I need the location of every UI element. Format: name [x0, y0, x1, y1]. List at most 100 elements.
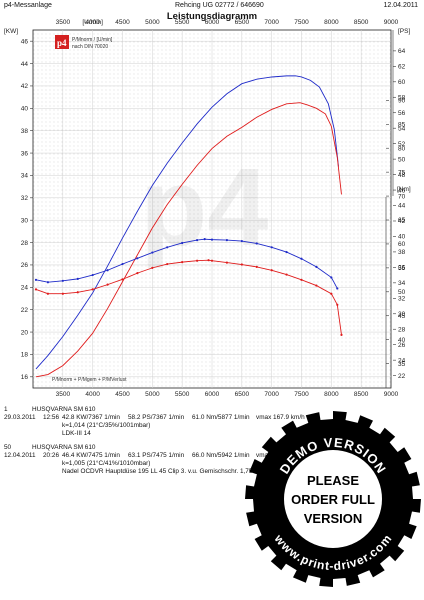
power-curve-50: [35, 102, 342, 378]
result-50-nm: 66.0 Nm/5942 1/min: [192, 452, 250, 459]
stamp-line2: ORDER FULL: [291, 492, 375, 507]
result-1: 1 HUSQVARNA SM 610 29.03.2011 12:56 42.8…: [4, 406, 305, 494]
legend-line2: nach DIN 70020: [72, 44, 108, 50]
torque-point-1: [181, 241, 184, 245]
torque-point-1: [195, 239, 199, 242]
result-1-kw: 42.8 KW/7367 1/min: [62, 414, 120, 421]
kw-tick-label: 18: [21, 352, 29, 359]
legend-logo-text: p4: [57, 38, 67, 48]
torque-point-1: [61, 279, 64, 282]
kw-tick-label: 44: [21, 61, 29, 68]
ps-tick-label: 58: [398, 94, 406, 101]
torque-point-1: [336, 287, 339, 290]
x-tick-label-bottom: 8500: [354, 391, 369, 398]
result-1-ps: 58.2 PS/7367 1/min: [128, 414, 185, 421]
torque-point-1: [315, 265, 318, 269]
result-50-id: 50: [4, 444, 12, 451]
x-tick-label-top: 8000: [324, 19, 339, 26]
x-tick-label-top: 4000: [85, 19, 100, 26]
series-layer: [34, 75, 343, 378]
torque-point-50: [255, 265, 258, 269]
legend-box: p4 P/Mnorm / [U/min] nach DIN 70020 P/Mn…: [52, 35, 127, 383]
x-tick-label-bottom: 6000: [205, 391, 220, 398]
result-1-vehicle: HUSQVARNA SM 610: [32, 406, 96, 413]
nm-tick-label: 45: [398, 313, 406, 320]
result-50-time: 20:26: [43, 452, 59, 459]
torque-point-50: [91, 288, 94, 291]
torque-point-50: [240, 263, 243, 266]
x-tick-label-bottom: 3500: [56, 391, 71, 398]
torque-point-1: [225, 239, 229, 242]
stamp-inner-ring: [284, 450, 382, 548]
torque-point-50: [330, 292, 333, 295]
kw-tick-label: 42: [21, 83, 29, 90]
x-tick-label-bottom: 7000: [264, 391, 279, 398]
ps-tick-label: 22: [398, 373, 406, 380]
ps-tick-label: 34: [398, 280, 406, 287]
x-tick-label-top: 9000: [384, 19, 399, 26]
result-50-k: k=1,005 (21°C/41%/1010mbar): [62, 460, 151, 467]
torque-point-50: [225, 261, 229, 264]
x-tick-label-bottom: 7500: [294, 391, 309, 398]
nm-tick-label: 80: [398, 145, 406, 152]
torque-point-1: [106, 269, 109, 272]
x-tick-label-bottom: 5500: [175, 391, 190, 398]
kw-tick-label: 26: [21, 262, 29, 269]
x-tick-label-top: 7500: [294, 19, 309, 26]
x-tick-label-top: 3500: [56, 19, 71, 26]
ps-tick-label: 38: [398, 249, 406, 256]
torque-point-1: [255, 242, 258, 245]
header-company: Rehcing UG 02772 / 646690: [175, 2, 264, 9]
result-50-kw: 46.4 KW/7475 1/min: [62, 452, 120, 459]
torque-point-50: [76, 291, 79, 294]
torque-point-1: [240, 239, 243, 243]
kw-tick-label: 22: [21, 307, 29, 314]
ps-tick-label: 28: [398, 326, 406, 333]
torque-point-50: [151, 266, 154, 269]
torque-point-50: [210, 259, 214, 262]
torque-point-1: [285, 250, 288, 254]
ps-tick-label: 24: [398, 357, 406, 364]
ps-tick-label: 44: [398, 203, 406, 210]
x-tick-label-top: 8500: [354, 19, 369, 26]
torque-point-1: [300, 257, 303, 260]
torque-point-50: [61, 292, 64, 295]
torque-point-50: [336, 303, 339, 306]
ps-tick-label: 46: [398, 187, 406, 194]
kw-tick-label: 30: [21, 217, 29, 224]
ps-tick-label: 60: [398, 79, 406, 86]
nm-tick-label: 75: [398, 169, 406, 176]
ps-tick-label: 48: [398, 172, 406, 179]
torque-point-1: [46, 281, 50, 284]
torque-point-50: [181, 261, 184, 264]
ps-tick-label: 42: [398, 218, 406, 225]
x-tick-label-bottom: 9000: [384, 391, 399, 398]
result-1-date: 29.03.2011: [4, 414, 36, 421]
legend-line1: P/Mnorm / [U/min]: [72, 37, 113, 43]
x-tick-label-bottom: 8000: [324, 391, 339, 398]
p4-watermark: p4: [140, 146, 268, 269]
demo-version-stamp: DEMO VERSION www.print-driver.com PLEASE…: [245, 411, 421, 587]
nm-tick-label: 90: [398, 98, 406, 105]
power-curve-1: [35, 75, 339, 370]
nm-tick-label: 35: [398, 361, 406, 368]
result-50-ps: 63.1 PS/7475 1/min: [128, 452, 185, 459]
kw-axis-label: [KW]: [4, 28, 18, 35]
kw-tick-label: 32: [21, 195, 29, 202]
x-tick-label-top: 6500: [235, 19, 250, 26]
torque-point-1: [151, 251, 154, 254]
ps-axis-label: [PS]: [398, 28, 410, 35]
kw-tick-label: 36: [21, 150, 29, 157]
torque-point-50: [121, 278, 124, 281]
kw-tick-label: 24: [21, 285, 29, 292]
kw-tick-label: 34: [21, 173, 29, 180]
torque-point-1: [166, 246, 169, 249]
x-tick-label-top: 5500: [175, 19, 190, 26]
ps-tick-label: 56: [398, 110, 406, 117]
ps-tick-label: 36: [398, 265, 406, 272]
ps-tick-label: 50: [398, 156, 406, 163]
kw-tick-label: 28: [21, 240, 29, 247]
torque-point-50: [285, 273, 288, 276]
torque-point-1: [330, 276, 333, 279]
torque-point-50: [166, 262, 169, 266]
